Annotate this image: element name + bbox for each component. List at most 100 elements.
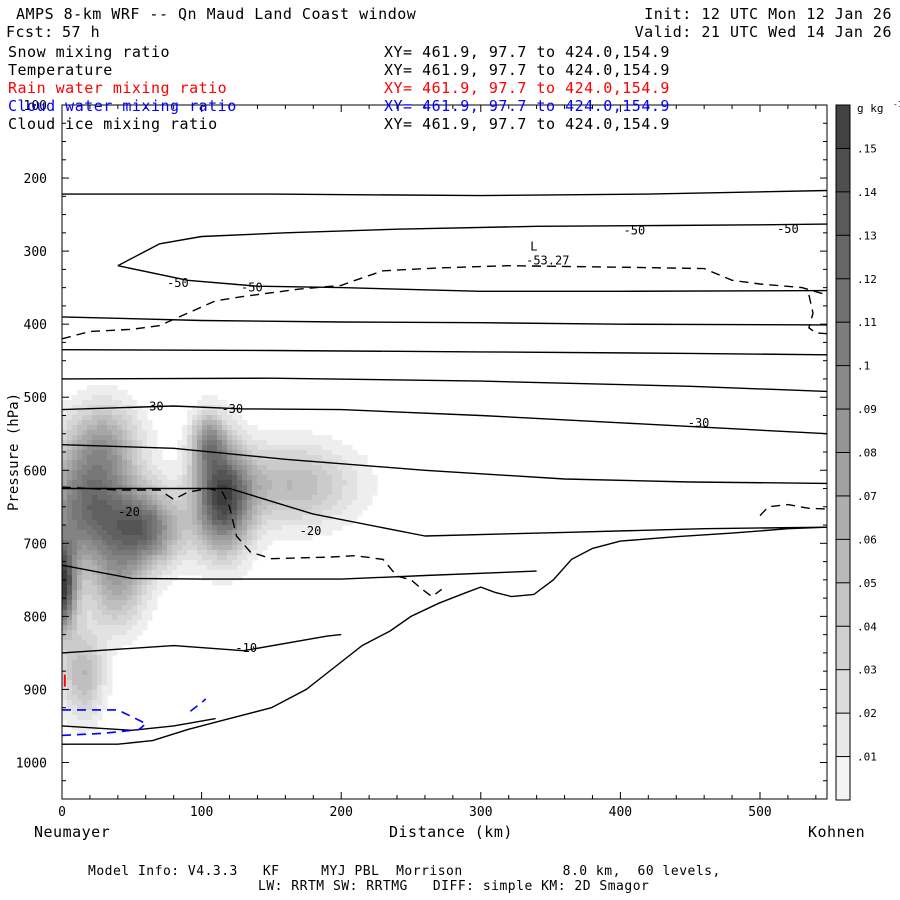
colorbar-swatch: [836, 409, 850, 453]
snow-cell: [162, 550, 168, 556]
snow-cell: [62, 505, 68, 511]
snow-cell: [127, 555, 133, 561]
snow-cell: [107, 540, 113, 546]
snow-cell: [107, 680, 113, 686]
snow-cell: [122, 600, 128, 606]
snow-cell: [297, 525, 303, 531]
snow-cell: [107, 645, 113, 651]
snow-cell: [97, 530, 103, 536]
snow-cell: [77, 450, 83, 456]
snow-cell: [107, 625, 113, 631]
snow-cell: [62, 630, 68, 636]
snow-cell: [162, 545, 168, 551]
snow-cell: [217, 445, 223, 451]
snow-cell: [132, 480, 138, 486]
snow-cell: [337, 520, 343, 526]
snow-cell: [117, 490, 123, 496]
snow-cell: [232, 505, 238, 511]
snow-cell: [132, 595, 138, 601]
snow-cell: [307, 435, 313, 441]
snow-cell: [332, 520, 338, 526]
snow-cell: [187, 425, 193, 431]
snow-cell: [112, 395, 118, 401]
snow-cell: [212, 530, 218, 536]
snow-cell: [102, 460, 108, 466]
colorbar-swatch: [836, 235, 850, 280]
snow-cell: [272, 505, 278, 511]
snow-cell: [247, 540, 253, 546]
snow-cell: [92, 585, 98, 591]
snow-cell: [232, 565, 238, 571]
snow-cell: [272, 485, 278, 491]
snow-cell: [177, 440, 183, 446]
snow-cell: [117, 545, 123, 551]
snow-cell: [232, 460, 238, 466]
snow-cell: [87, 500, 93, 506]
snow-cell: [152, 580, 158, 586]
snow-cell: [147, 605, 153, 611]
snow-cell: [107, 545, 113, 551]
snow-cell: [342, 490, 348, 496]
snow-cell: [317, 530, 323, 536]
field-name-temperature: Temperature: [8, 61, 113, 79]
snow-cell: [272, 490, 278, 496]
snow-cell: [67, 445, 73, 451]
snow-cell: [167, 470, 173, 476]
snow-cell: [77, 675, 83, 681]
snow-cell: [82, 415, 88, 421]
snow-cell: [192, 545, 198, 551]
snow-cell: [62, 510, 68, 516]
snow-cell: [67, 400, 73, 406]
snow-cell: [92, 535, 98, 541]
snow-cell: [67, 645, 73, 651]
snow-cell: [202, 450, 208, 456]
snow-cell: [62, 415, 68, 421]
snow-cell: [357, 490, 363, 496]
snow-cell: [187, 445, 193, 451]
snow-cell: [317, 525, 323, 531]
snow-cell: [62, 695, 68, 701]
snow-cell: [157, 520, 163, 526]
snow-cell: [217, 570, 223, 576]
snow-cell: [127, 510, 133, 516]
snow-cell: [132, 450, 138, 456]
snow-cell: [147, 495, 153, 501]
snow-cell: [172, 540, 178, 546]
isotherm-line: [61, 316, 828, 326]
snow-cell: [77, 435, 83, 441]
snow-cell: [212, 410, 218, 416]
snow-cell: [102, 630, 108, 636]
snow-cell: [237, 525, 243, 531]
snow-cell: [82, 635, 88, 641]
snow-cell: [82, 700, 88, 706]
snow-cell: [97, 695, 103, 701]
snow-cell: [142, 475, 148, 481]
snow-cell: [182, 430, 188, 436]
snow-cell: [177, 460, 183, 466]
snow-cell: [92, 455, 98, 461]
snow-cell: [62, 580, 68, 586]
snow-cell: [312, 470, 318, 476]
snow-cell: [62, 545, 68, 551]
snow-cell: [67, 440, 73, 446]
snow-cell: [362, 480, 368, 486]
isotherm-label: -50: [777, 222, 799, 236]
snow-cell: [162, 540, 168, 546]
snow-cell: [242, 540, 248, 546]
snow-cell: [107, 675, 113, 681]
snow-cell: [157, 535, 163, 541]
snow-cell: [77, 415, 83, 421]
snow-cell: [222, 485, 228, 491]
snow-cell: [292, 430, 298, 436]
snow-cell: [297, 475, 303, 481]
snow-cell: [282, 530, 288, 536]
snow-cell: [117, 585, 123, 591]
y-tick-label: 400: [24, 318, 47, 333]
snow-cell: [62, 645, 68, 651]
snow-cell: [287, 485, 293, 491]
snow-cell: [202, 565, 208, 571]
snow-cell: [102, 585, 108, 591]
snow-cell: [87, 605, 93, 611]
snow-cell: [327, 490, 333, 496]
snow-cell: [317, 475, 323, 481]
